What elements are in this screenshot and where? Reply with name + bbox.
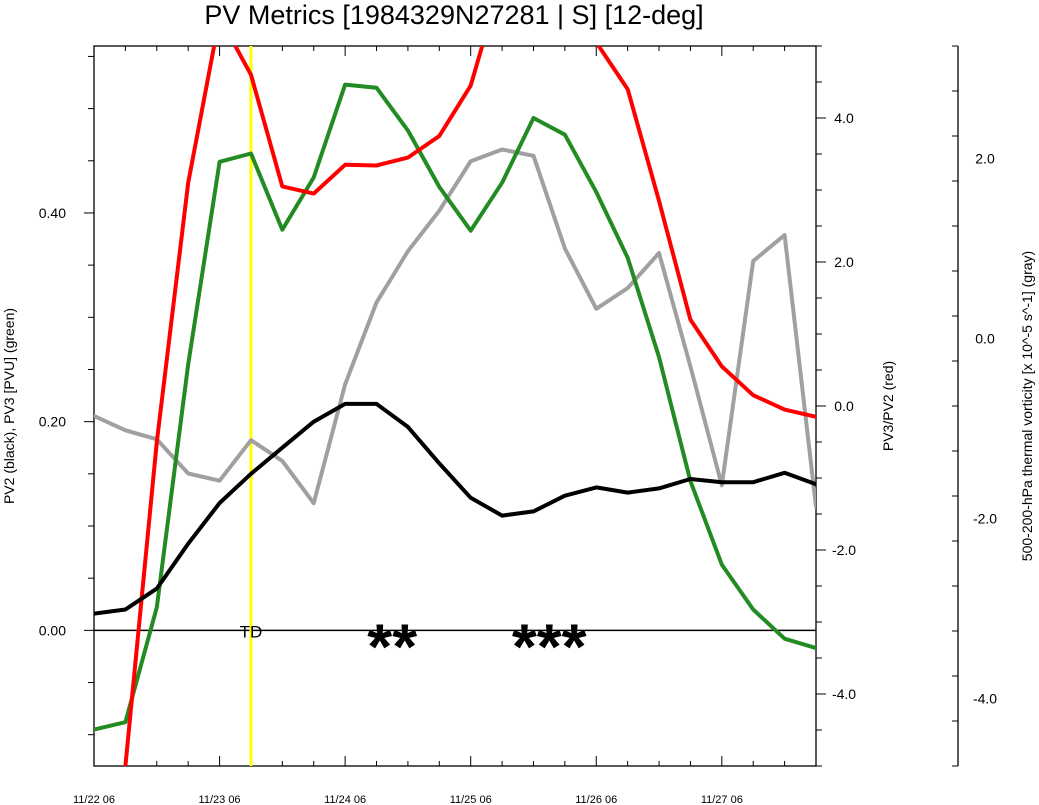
series-lines — [94, 46, 816, 766]
x-tick-label: 11/25 06 — [450, 794, 492, 805]
right-tick-label: -4.0 — [832, 686, 856, 702]
far-right-tick-label: -2.0 — [973, 511, 997, 527]
far-right-tick-label: 0.0 — [975, 331, 995, 347]
left-tick-label: 0.00 — [39, 622, 66, 638]
left-tick-label: 0.40 — [39, 205, 66, 221]
far-right-axis-label: 500-200-hPa thermal vorticity [x 10^-5 s… — [1019, 251, 1035, 561]
annotations: TD ** *** — [240, 610, 587, 682]
x-tick-label: 11/26 06 — [575, 794, 617, 805]
plot-frame — [93, 45, 817, 767]
right-tick-label: 0.0 — [834, 398, 854, 414]
right-tick-label: 4.0 — [834, 110, 854, 126]
chart-title: PV Metrics [1984329N27281 | S] [12-deg] — [204, 0, 703, 30]
right-tick-label: 2.0 — [834, 254, 854, 270]
plot-area-border — [93, 45, 817, 767]
right-axis-label: PV3/PV2 (red) — [880, 361, 896, 451]
series-line-pv2 — [94, 401, 816, 616]
series-line-thermal-vorticity — [94, 147, 816, 509]
x-tick-label: 11/22 06 — [73, 794, 115, 805]
far-right-tick-label: -4.0 — [973, 691, 997, 707]
far-right-tick-label: 2.0 — [975, 151, 995, 167]
left-axis-label: PV2 (black), PV3 [PVU] (green) — [1, 308, 17, 504]
series-line-pv3 — [94, 82, 816, 732]
series-line-pv3-pv2 — [123, 46, 816, 766]
td-label: TD — [240, 622, 263, 641]
axes-ticks: 11/22 06 11/23 06 11/24 06 11/25 06 11/26 06… — [39, 45, 997, 805]
x-tick-label: 11/27 06 — [701, 794, 743, 805]
left-tick-label: 0.20 — [39, 414, 66, 430]
stars-annotation: *** — [512, 610, 587, 682]
x-tick-label: 11/23 06 — [199, 794, 241, 805]
right-tick-label: -2.0 — [832, 542, 856, 558]
stars-annotation: ** — [367, 610, 417, 682]
x-tick-label: 11/24 06 — [324, 794, 366, 805]
